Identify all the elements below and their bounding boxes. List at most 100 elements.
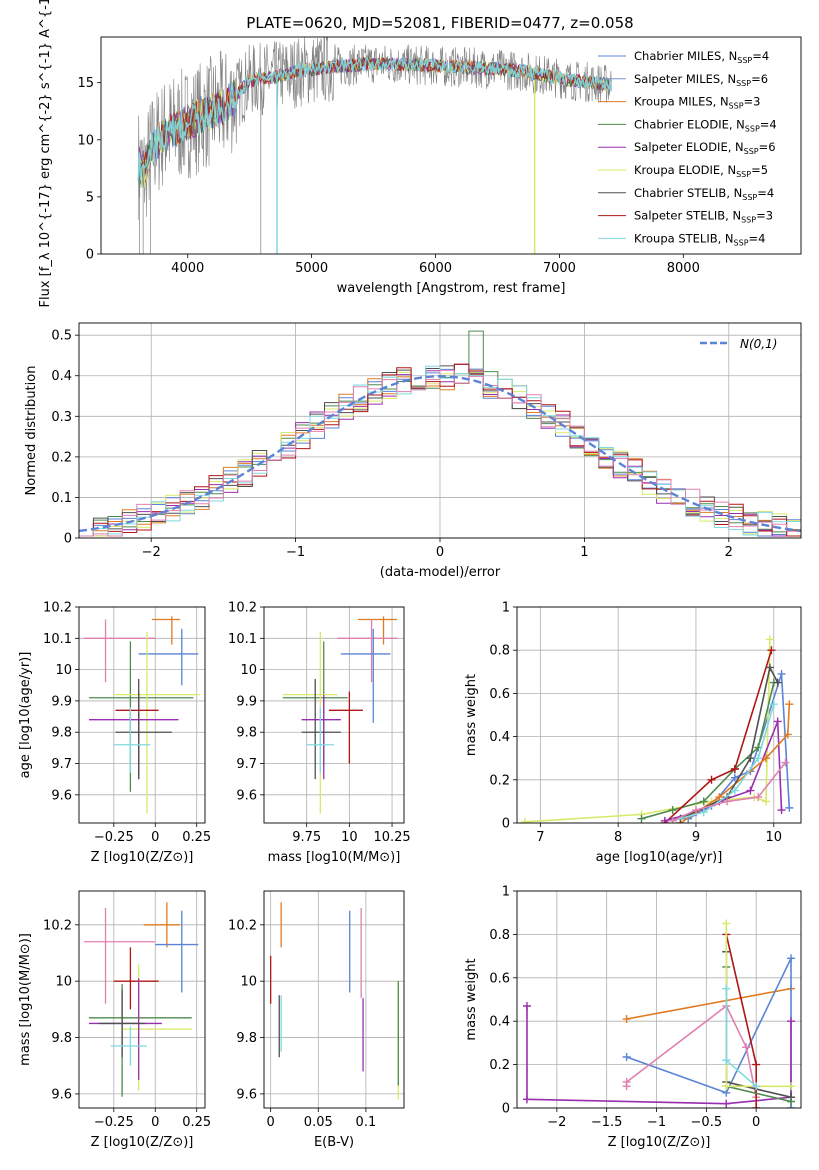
- x-tick-label: −0.25: [94, 1115, 134, 1130]
- weight-marker: [752, 1060, 761, 1069]
- weight-marker: [746, 786, 755, 795]
- y-tick-label: 0.6: [489, 971, 510, 986]
- spectrum-plot: [137, 37, 613, 254]
- plot-layer: wavelength [Angstrom, rest frame] Flux [f…: [18, 0, 802, 1150]
- y-tick-label: 0: [502, 817, 510, 832]
- y-tick-label: 10.2: [228, 601, 257, 616]
- y-tick-label: 1: [502, 601, 510, 616]
- weight-marker: [773, 717, 782, 726]
- weight-marker: [785, 803, 794, 812]
- weight-series: [687, 673, 791, 820]
- x-tick-label: −1: [286, 545, 305, 560]
- age_vs_mass-axes: mass [log10(M/M⊙)]: [260, 606, 405, 865]
- weight-series: [625, 1004, 757, 1098]
- weight-marker: [668, 816, 677, 823]
- y-tick-label: 9.6: [51, 1087, 72, 1102]
- weight-marker: [785, 700, 794, 709]
- weight-marker: [777, 669, 786, 678]
- y-tick-label: 9.9: [51, 694, 72, 709]
- mass_vs_EBV-frame: [263, 890, 405, 1109]
- y-axis-label: Normed distribution: [24, 366, 39, 496]
- y-tick-label: 0.8: [489, 928, 510, 943]
- y-tick-label: 10.2: [43, 918, 72, 933]
- x-tick-label: 0: [151, 830, 159, 845]
- weight-marker: [722, 984, 731, 993]
- y-tick-label: 9.8: [236, 1031, 257, 1046]
- weight-marker: [730, 765, 739, 773]
- weight-marker: [754, 793, 763, 802]
- weight-marker: [723, 797, 732, 806]
- age_vs_mass-plot: [282, 616, 398, 814]
- y-tick-label: 9.7: [236, 757, 257, 772]
- legend-label: Kroupa ELODIE, NSSP=5: [634, 163, 768, 179]
- spectrum-frame: [100, 36, 802, 255]
- x-tick-label: 0: [436, 545, 444, 560]
- y-tick-label: 10: [77, 133, 94, 148]
- y-tick-label: 9.8: [51, 726, 72, 741]
- weight-marker: [754, 754, 763, 763]
- weight-series: [626, 987, 792, 1020]
- y-tick-label: 5: [86, 190, 94, 205]
- weight-marker: [722, 919, 731, 928]
- weight_vs_age-plot: [520, 635, 794, 823]
- legend-label: N(0,1): [740, 337, 777, 351]
- x-tick-label: 7000: [543, 261, 576, 276]
- y-tick-label: 0.2: [51, 450, 72, 465]
- x-tick-label: 0.25: [182, 830, 211, 845]
- weight-series: [679, 704, 791, 823]
- x-tick-label: −1: [647, 1115, 666, 1130]
- age_vs_Z-axes: Z [log10(Z/Z⊙)] age [log10(age/yr)]: [18, 606, 206, 865]
- weight-marker: [765, 663, 774, 672]
- legend-label: Salpeter MILES, NSSP=6: [634, 72, 768, 88]
- weight-series: [725, 967, 792, 1103]
- weight-marker: [722, 1082, 731, 1091]
- weight-marker: [787, 954, 796, 963]
- y-tick-label: 10: [55, 663, 72, 678]
- y-tick-label: 9.6: [236, 788, 257, 803]
- x-axis-label: mass [log10(M/M⊙)]: [268, 850, 401, 865]
- weight-marker: [765, 635, 774, 644]
- weight-marker: [691, 806, 700, 815]
- y-tick-label: 0.2: [489, 1058, 510, 1073]
- weight-marker: [699, 797, 708, 806]
- x-tick-label: 0: [267, 1115, 275, 1130]
- x-tick-label: −2: [142, 545, 161, 560]
- weight-marker: [520, 817, 529, 823]
- weight_vs_Z-plot: [522, 919, 796, 1108]
- age_vs_Z-frame: [78, 606, 206, 824]
- x-axis-label: wavelength [Angstrom, rest frame]: [337, 281, 566, 296]
- weight-marker: [522, 1002, 531, 1011]
- y-tick-label: 15: [77, 76, 94, 91]
- weight-marker: [787, 1082, 796, 1091]
- x-tick-label: 0: [151, 1115, 159, 1130]
- y-tick-label: 0.1: [51, 491, 72, 506]
- x-tick-label: 4000: [171, 261, 204, 276]
- y-tick-label: 10.1: [43, 632, 72, 647]
- y-tick-label: 0.3: [51, 410, 72, 425]
- weight-marker: [752, 1082, 761, 1091]
- x-tick-label: 5000: [295, 261, 328, 276]
- figure-title: PLATE=0620, MJD=52081, FIBERID=0477, z=0…: [246, 14, 633, 32]
- y-tick-label: 0.4: [489, 730, 510, 745]
- x-tick-label: 7: [536, 830, 544, 845]
- mass_vs_EBV-plot: [270, 902, 399, 1100]
- weight-marker: [787, 1017, 796, 1026]
- weight-series: [526, 1006, 792, 1105]
- y-tick-label: 1: [502, 885, 510, 900]
- mass_vs_EBV-axes: E(B-V): [260, 890, 405, 1150]
- x-axis-label: Z [log10(Z/Z⊙)]: [91, 1135, 194, 1150]
- weight-marker: [787, 1097, 796, 1106]
- legend-label: Chabrier STELIB, NSSP=4: [634, 186, 774, 202]
- x-tick-label: −0.25: [94, 830, 134, 845]
- weight-series: [725, 923, 791, 1088]
- weight-marker: [767, 646, 776, 655]
- legend-label: Chabrier MILES, NSSP=4: [634, 49, 769, 65]
- residuals-plot: [79, 330, 801, 537]
- y-tick-label: 0.4: [489, 1015, 510, 1030]
- weight-marker: [742, 1043, 751, 1052]
- legend-label: Chabrier ELODIE, NSSP=4: [634, 117, 777, 133]
- legend-label: Kroupa STELIB, NSSP=4: [634, 231, 765, 247]
- x-axis-label: E(B-V): [314, 1135, 354, 1150]
- y-tick-label: 0: [502, 1102, 510, 1117]
